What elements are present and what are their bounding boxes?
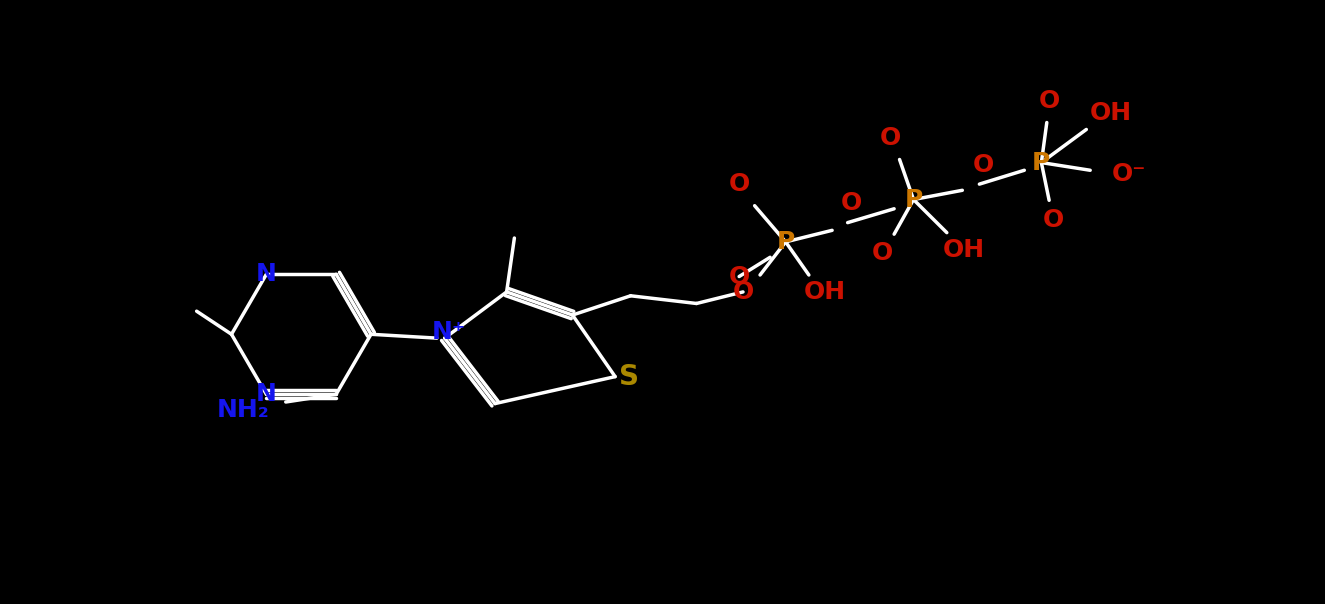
Text: N: N	[256, 382, 277, 406]
Text: O: O	[841, 191, 863, 216]
Text: O⁻: O⁻	[1112, 162, 1146, 186]
Text: N⁺: N⁺	[432, 320, 465, 344]
Text: P: P	[776, 230, 795, 254]
Text: O: O	[880, 126, 901, 150]
Text: O: O	[872, 242, 893, 265]
Text: OH: OH	[1090, 100, 1132, 124]
Text: P: P	[1032, 150, 1051, 175]
Text: P: P	[905, 187, 922, 211]
Text: S: S	[619, 362, 639, 391]
Text: O: O	[973, 153, 994, 177]
Text: OH: OH	[943, 237, 984, 262]
Text: N: N	[256, 262, 277, 286]
Text: OH: OH	[803, 280, 845, 304]
Text: O: O	[729, 265, 750, 289]
Text: NH₂: NH₂	[217, 397, 269, 422]
Text: O: O	[729, 172, 750, 196]
Text: O: O	[1043, 208, 1064, 233]
Text: O: O	[1039, 89, 1060, 113]
Text: O: O	[733, 280, 754, 304]
